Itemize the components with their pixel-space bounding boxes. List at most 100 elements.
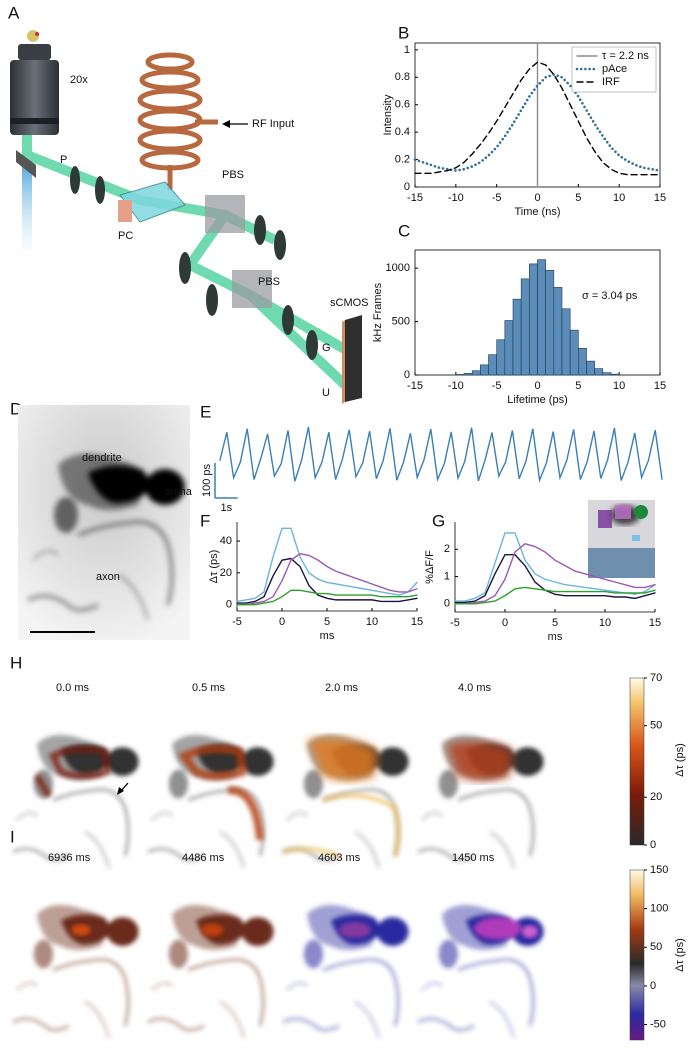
- x-tick-label: 15: [649, 617, 661, 629]
- x-axis-label: ms: [320, 630, 335, 642]
- histogram-bar: [602, 372, 612, 376]
- panel-label: G: [432, 511, 445, 530]
- histogram-bar: [488, 354, 497, 376]
- colorbar-label: Δτ (ps): [674, 938, 686, 972]
- colorbar: [629, 869, 645, 1041]
- colorbar-tick-label: 150: [650, 864, 668, 876]
- histogram-bar: [594, 368, 604, 376]
- x-tick-label: -5: [232, 616, 242, 628]
- legend-label: IRF: [602, 76, 620, 88]
- frame-time: 1450 ms: [452, 852, 495, 864]
- histogram-bar: [496, 339, 506, 376]
- histogram-bar: [553, 287, 563, 376]
- y-tick-label: 0: [404, 369, 410, 381]
- annotation: σ = 3.04 ps: [582, 290, 638, 302]
- frame-time: 4.0 ms: [458, 682, 492, 694]
- x-tick-label: 0: [534, 380, 540, 392]
- image-label: axon: [96, 571, 120, 583]
- y-tick-label: 0.6: [395, 99, 410, 111]
- colorbar-tick-label: 20: [650, 791, 662, 803]
- histogram-bar: [504, 320, 514, 376]
- colorbar-tick-label: 100: [650, 903, 668, 915]
- micrograph: [18, 405, 190, 640]
- colorbar-tick-label: 0: [650, 980, 656, 992]
- x-tick-label: 5: [575, 380, 581, 392]
- scale-bar-label: 100 ps: [201, 463, 213, 497]
- y-tick-label: 1: [404, 44, 410, 56]
- panel-label: I: [10, 827, 15, 846]
- y-tick-label: 500: [392, 315, 410, 327]
- x-tick-label: -10: [448, 192, 464, 204]
- x-tick-label: 0: [534, 192, 540, 204]
- schematic: [10, 30, 362, 404]
- y-tick-label: 0: [226, 599, 232, 611]
- roi-inset: [588, 500, 655, 578]
- x-tick-label: 5: [324, 616, 330, 628]
- y-tick-label: 20: [220, 567, 232, 579]
- colorbar-tick-label: 70: [650, 672, 662, 684]
- x-tick-label: 10: [366, 616, 378, 628]
- image-label: soma: [165, 486, 193, 498]
- lifetime-maps: [13, 735, 544, 1038]
- series-line: [413, 73, 662, 172]
- x-tick-label: 15: [654, 192, 666, 204]
- histogram-bar: [578, 347, 587, 376]
- frame-time: 2.0 ms: [325, 682, 359, 694]
- histogram-bar: [586, 360, 595, 376]
- image-label: dendrite: [82, 452, 122, 464]
- x-tick-label: 10: [599, 617, 611, 629]
- schematic-label: RF Input: [252, 118, 294, 130]
- series-line: [454, 554, 656, 604]
- panel-label: E: [200, 402, 211, 421]
- schematic-label: PBS: [222, 169, 244, 181]
- y-axis-label: Intensity: [382, 94, 394, 135]
- histogram-bar: [480, 364, 489, 376]
- x-tick-label: 0: [502, 617, 508, 629]
- y-tick-label: 0.8: [395, 71, 410, 83]
- y-tick-label: 0: [444, 598, 450, 610]
- x-tick-label: 5: [552, 617, 558, 629]
- histogram-bar: [471, 370, 481, 376]
- histogram-bar: [512, 298, 522, 376]
- y-tick-label: 2: [444, 543, 450, 555]
- y-tick-label: 1: [444, 570, 450, 582]
- y-axis-label: Δτ (ps): [208, 550, 220, 584]
- schematic-label: sCMOS: [330, 297, 369, 309]
- schematic-label: PBS: [258, 276, 280, 288]
- colorbar-label: Δτ (ps): [674, 743, 686, 777]
- x-tick-label: 10: [613, 192, 625, 204]
- frame-time: 6936 ms: [48, 852, 91, 864]
- frame-time: 0.5 ms: [192, 682, 226, 694]
- x-tick-label: -10: [448, 380, 464, 392]
- y-tick-label: 0: [404, 181, 410, 193]
- series-line: [236, 553, 418, 606]
- schematic-label: P: [60, 154, 67, 166]
- legend-label: pAce: [602, 63, 627, 75]
- scale-bar-label: 1s: [221, 502, 233, 514]
- x-tick-label: -15: [407, 380, 423, 392]
- histogram-bar: [569, 329, 579, 376]
- panel-label: F: [200, 511, 210, 530]
- y-axis-label: %ΔF/F: [424, 550, 436, 584]
- histogram-bar: [463, 373, 473, 376]
- series-line: [236, 527, 418, 603]
- colorbar-tick-label: -50: [650, 1018, 666, 1030]
- x-tick-label: -5: [492, 192, 502, 204]
- schematic-label: 20x: [70, 74, 88, 86]
- y-tick-label: 0.2: [395, 153, 410, 165]
- series-line: [219, 426, 663, 483]
- x-tick-label: 5: [575, 192, 581, 204]
- colorbar: [629, 677, 645, 846]
- panel-label: A: [8, 3, 20, 22]
- frame-time: 4486 ms: [182, 852, 225, 864]
- frame-time: 4603 ms: [318, 852, 361, 864]
- schematic-label: G: [322, 342, 331, 354]
- panel-label: C: [398, 221, 410, 240]
- histogram-bar: [520, 278, 530, 376]
- colorbar-tick-label: 0: [650, 839, 656, 851]
- y-axis-label: kHz Frames: [372, 282, 384, 342]
- x-tick-label: 15: [654, 380, 666, 392]
- panel-label: H: [10, 653, 22, 672]
- x-tick-label: -5: [450, 617, 460, 629]
